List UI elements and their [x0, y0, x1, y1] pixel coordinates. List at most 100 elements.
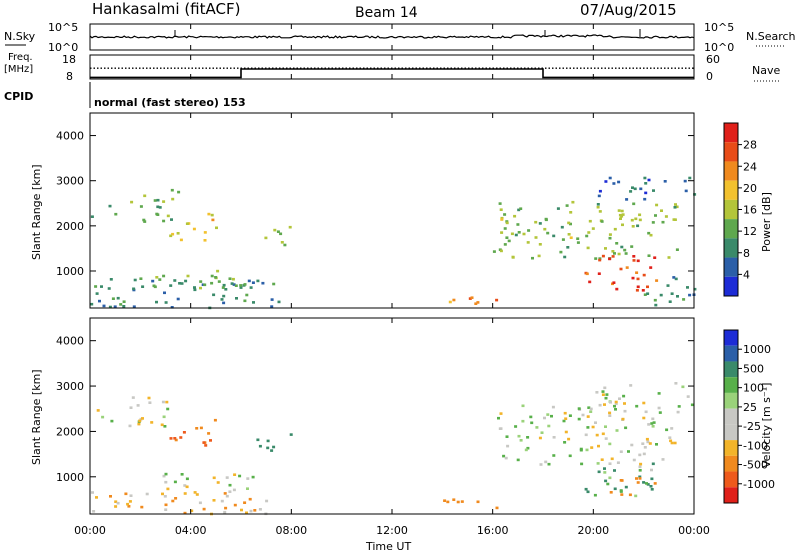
heatmap-cell: [495, 298, 499, 302]
nave-tick-low: 0: [706, 70, 713, 83]
heatmap-cell: [504, 456, 508, 460]
heatmap-cell: [586, 415, 590, 418]
heatmap-cell: [598, 189, 602, 193]
heatmap-cell: [608, 462, 612, 465]
heatmap-cell: [91, 491, 94, 494]
heatmap-cell: [566, 246, 570, 249]
heatmap-cell: [153, 199, 157, 202]
heatmap-cell: [539, 463, 543, 466]
heatmap-cell: [233, 503, 237, 507]
heatmap-cell: [540, 431, 544, 434]
heatmap-cell: [674, 382, 678, 385]
heatmap-cell: [249, 509, 253, 513]
heatmap-cell: [198, 501, 202, 505]
heatmap-cell: [562, 419, 566, 423]
heatmap-cell: [96, 409, 100, 412]
heatmap-cell: [173, 437, 177, 440]
heatmap-cell: [152, 284, 156, 288]
heatmap-cell: [604, 180, 608, 183]
heatmap-cell: [614, 400, 618, 404]
power-colorbar: 28 24 20 16 12 8 4: [723, 122, 757, 297]
heatmap-cell: [443, 499, 447, 502]
heatmap-cell: [158, 278, 162, 281]
heatmap-cell: [622, 394, 626, 398]
heatmap-cell: [650, 488, 654, 491]
heatmap-cell: [613, 404, 616, 408]
heatmap-cell: [625, 266, 629, 269]
heatmap-cell: [178, 282, 182, 285]
x-tick-label: 16:00: [477, 524, 509, 537]
heatmap-cell: [653, 482, 657, 485]
heatmap-cell: [546, 413, 550, 416]
heatmap-cell: [564, 430, 568, 434]
heatmap-cell: [616, 461, 620, 464]
velocity-colorbar-swatch: [724, 440, 738, 456]
heatmap-cell: [505, 236, 509, 239]
heatmap-cell: [224, 288, 228, 291]
heatmap-cell: [567, 233, 571, 236]
heatmap-cell: [147, 396, 151, 400]
power-colorbar-swatch: [724, 123, 738, 143]
heatmap-cell: [492, 250, 496, 253]
heatmap-cell: [655, 203, 659, 207]
heatmap-cell: [217, 280, 221, 283]
heatmap-cell: [107, 287, 111, 290]
heatmap-cell: [609, 491, 613, 494]
velocity-colorbar-tick: -500: [743, 459, 768, 472]
heatmap-cell: [163, 291, 166, 295]
heatmap-cell: [183, 484, 187, 487]
heatmap-cell: [608, 414, 612, 417]
heatmap-cell: [211, 218, 215, 222]
heatmap-cell: [638, 218, 642, 222]
heatmap-cell: [649, 485, 653, 488]
x-tick-label: 08:00: [275, 524, 307, 537]
heatmap-cell: [95, 292, 99, 295]
velocity-colorbar-swatch: [724, 455, 738, 472]
heatmap-cell: [612, 281, 616, 284]
heatmap-cell: [141, 285, 145, 288]
heatmap-cell: [631, 276, 635, 280]
heatmap-cell: [210, 281, 214, 285]
heatmap-cell: [162, 219, 166, 223]
noise-tick-right-low: 10^0: [704, 41, 734, 54]
heatmap-cell: [586, 246, 590, 250]
heatmap-cell: [289, 433, 293, 436]
velocity-colorbar-tick: 1000: [743, 343, 771, 356]
heatmap-cell: [643, 197, 647, 201]
heatmap-cell: [690, 403, 694, 407]
heatmap-cell: [673, 206, 677, 209]
heatmap-cell: [657, 406, 661, 410]
heatmap-cell: [171, 499, 175, 503]
heatmap-cell: [617, 180, 621, 184]
heatmap-cell: [273, 228, 277, 232]
heatmap-cell: [604, 437, 608, 440]
heatmap-cell: [231, 277, 235, 281]
heatmap-cell: [179, 436, 183, 439]
heatmap-cell: [225, 494, 229, 498]
heatmap-cell: [534, 236, 538, 239]
velocity-colorbar-tick: -25: [743, 420, 761, 433]
heatmap-cell: [246, 487, 249, 490]
heatmap-cell: [670, 427, 674, 430]
heatmap-cell: [563, 255, 567, 259]
heatmap-cell: [266, 439, 270, 443]
heatmap-cell: [635, 477, 638, 480]
heatmap-cell: [650, 477, 654, 481]
heatmap-cell: [177, 190, 181, 194]
heatmap-cell: [629, 384, 633, 387]
heatmap-cell: [668, 300, 672, 303]
heatmap-cell: [230, 282, 234, 285]
heatmap-cell: [524, 448, 528, 452]
heatmap-cell: [672, 276, 676, 279]
heatmap-cell: [638, 453, 642, 457]
heatmap-cell: [552, 234, 556, 238]
heatmap-cell: [648, 442, 652, 445]
heatmap-cell: [653, 298, 657, 302]
velocity-y-label: Slant Range [km]: [30, 369, 43, 465]
heatmap-cell: [276, 230, 280, 233]
heatmap-cell: [561, 238, 565, 241]
heatmap-cell: [221, 286, 225, 289]
heatmap-cell: [666, 284, 670, 287]
heatmap-cell: [608, 411, 612, 415]
heatmap-cell: [162, 474, 166, 478]
